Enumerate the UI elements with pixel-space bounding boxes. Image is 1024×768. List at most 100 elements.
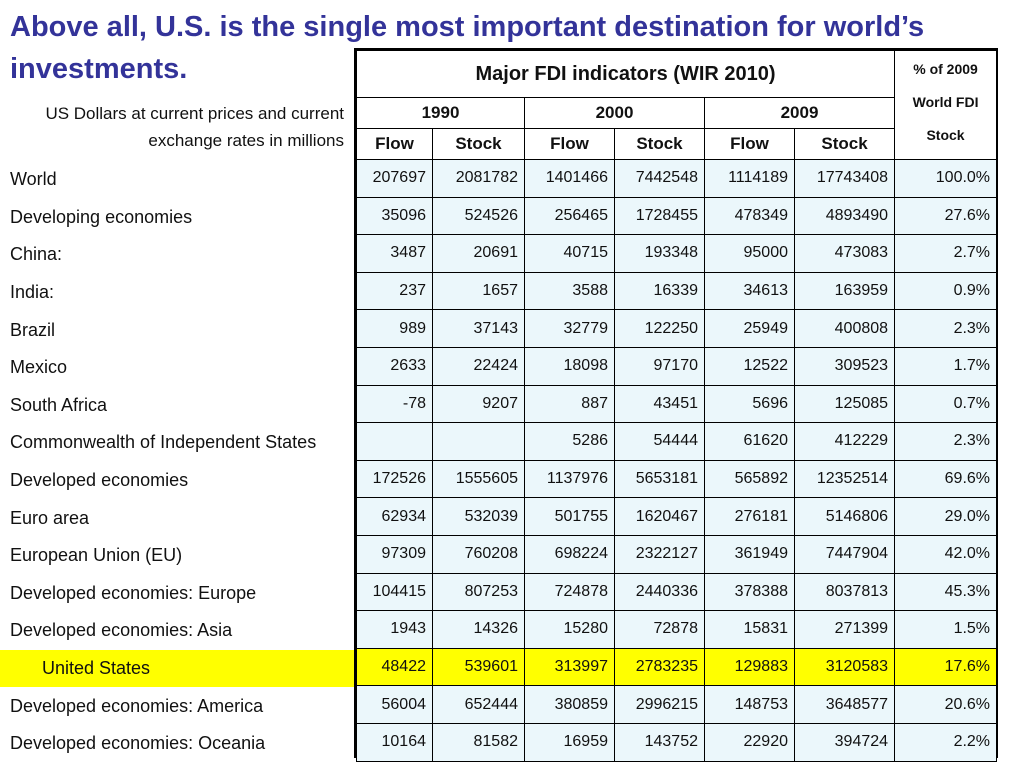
- units-subtitle: US Dollars at current prices and current…: [45, 104, 344, 150]
- table-cell: -78: [356, 384, 433, 424]
- table-row: 104415 807253 724878 2440336 378388 8037813 45…: [356, 572, 998, 612]
- table-cell: 2996215: [614, 685, 705, 724]
- table-cell: 412229: [793, 422, 896, 461]
- table-cell: 9207: [432, 384, 525, 424]
- table-cell: 313997: [524, 647, 615, 687]
- table-cell: 37143: [432, 309, 525, 348]
- subheader-stock: Stock: [614, 128, 705, 160]
- table-cell: 256465: [524, 196, 615, 236]
- table-cell: 724878: [524, 572, 615, 612]
- row-label: Developing economies: [10, 206, 193, 227]
- row-label: Developed economies: Oceania: [10, 733, 266, 754]
- table-cell: 143752: [614, 722, 705, 762]
- table-cell: 72878: [614, 610, 705, 649]
- subheader-flow: Flow: [524, 128, 615, 160]
- table-cell: 2440336: [614, 572, 705, 612]
- table-cell: 760208: [432, 534, 525, 574]
- table-cell: 5696: [704, 384, 795, 424]
- table-cell: 172526: [356, 459, 433, 499]
- table-cell: [356, 422, 433, 461]
- table-cell: 2.3%: [894, 422, 998, 461]
- table-row: 3487 20691 40715 193348 95000 473083 2.7%: [356, 234, 998, 273]
- table-cell: 12352514: [793, 459, 896, 499]
- table-cell: 5286: [524, 422, 615, 461]
- table-cell: 2633: [356, 346, 433, 386]
- fdi-table: Major FDI indicators (WIR 2010) % of 200…: [355, 50, 998, 762]
- table-cell: 207697: [356, 159, 433, 198]
- table-cell: 473083: [793, 234, 896, 273]
- table-cell: 14326: [432, 610, 525, 649]
- table-cell: 2783235: [614, 647, 705, 687]
- table-row: 35096 524526 256465 1728455 478349 4893490 27.…: [356, 196, 998, 236]
- table-cell: 40715: [524, 234, 615, 273]
- row-label: South Africa: [10, 394, 108, 415]
- table-cell: 3120583: [793, 647, 896, 687]
- table-cell: 97170: [614, 346, 705, 386]
- table-cell: 1114189: [704, 159, 795, 198]
- table-cell: 45.3%: [894, 572, 998, 612]
- table-row: 5286 54444 61620 412229 2.3%: [356, 422, 998, 461]
- table-cell: 81582: [432, 722, 525, 762]
- table-cell: 27.6%: [894, 196, 998, 236]
- table-cell: 69.6%: [894, 459, 998, 499]
- table-cell: 1.5%: [894, 610, 998, 649]
- table-cell: 22424: [432, 346, 525, 386]
- subheader-flow: Flow: [704, 128, 795, 160]
- table-cell: 887: [524, 384, 615, 424]
- table-row: 2633 22424 18098 97170 12522 309523 1.7%: [356, 346, 998, 386]
- table-cell: 8037813: [793, 572, 896, 612]
- table-row: 10164 81582 16959 143752 22920 394724 2.2%: [356, 722, 998, 762]
- table-cell: [432, 422, 525, 461]
- table-row: 56004 652444 380859 2996215 148753 3648577 20.…: [356, 685, 998, 724]
- table-cell: 0.9%: [894, 271, 998, 311]
- table-cell: 400808: [793, 309, 896, 348]
- table-row: 1943 14326 15280 72878 15831 271399 1.5%: [356, 610, 998, 649]
- table-cell: 2.2%: [894, 722, 998, 762]
- table-cell: 2.3%: [894, 309, 998, 348]
- table-cell: 18098: [524, 346, 615, 386]
- table-cell: 237: [356, 271, 433, 311]
- table-cell: 35096: [356, 196, 433, 236]
- table-row: 172526 1555605 1137976 5653181 565892 1235251…: [356, 459, 998, 499]
- table-cell: 17743408: [793, 159, 896, 198]
- row-label: China:: [10, 244, 63, 265]
- table-cell: 532039: [432, 497, 525, 536]
- table-cell: 56004: [356, 685, 433, 724]
- table-cell: 652444: [432, 685, 525, 724]
- table-cell: 2322127: [614, 534, 705, 574]
- table-cell: 539601: [432, 647, 525, 687]
- row-label: European Union (EU): [10, 545, 183, 566]
- row-label: United States: [0, 649, 354, 688]
- slide-title: Above all, U.S. is the single most impor…: [10, 11, 925, 85]
- fdi-table-box: Major FDI indicators (WIR 2010) % of 200…: [354, 48, 998, 762]
- table-cell: 34613: [704, 271, 795, 311]
- table-cell: 148753: [704, 685, 795, 724]
- pct-header: % of 2009 World FDI Stock: [894, 50, 998, 160]
- table-cell: 7442548: [614, 159, 705, 198]
- table-cell: 989: [356, 309, 433, 348]
- table-cell: 309523: [793, 346, 896, 386]
- table-cell: 163959: [793, 271, 896, 311]
- table-cell: 10164: [356, 722, 433, 762]
- table-cell: 565892: [704, 459, 795, 499]
- table-cell: 524526: [432, 196, 525, 236]
- table-cell: 12522: [704, 346, 795, 386]
- table-cell: 129883: [704, 647, 795, 687]
- row-label: Brazil: [10, 319, 56, 340]
- table-cell: 276181: [704, 497, 795, 536]
- table-cell: 5146806: [793, 497, 896, 536]
- subheader-stock: Stock: [793, 128, 896, 160]
- table-cell: 16959: [524, 722, 615, 762]
- table-cell: 104415: [356, 572, 433, 612]
- table-cell: 62934: [356, 497, 433, 536]
- table-cell: 0.7%: [894, 384, 998, 424]
- table-cell: 100.0%: [894, 159, 998, 198]
- row-label: Developed economies: Europe: [10, 582, 257, 603]
- table-cell: 122250: [614, 309, 705, 348]
- table-cell: 3487: [356, 234, 433, 273]
- table-cell: 32779: [524, 309, 615, 348]
- table-cell: 125085: [793, 384, 896, 424]
- row-label: Mexico: [10, 357, 68, 378]
- table-cell: 478349: [704, 196, 795, 236]
- table-cell: 25949: [704, 309, 795, 348]
